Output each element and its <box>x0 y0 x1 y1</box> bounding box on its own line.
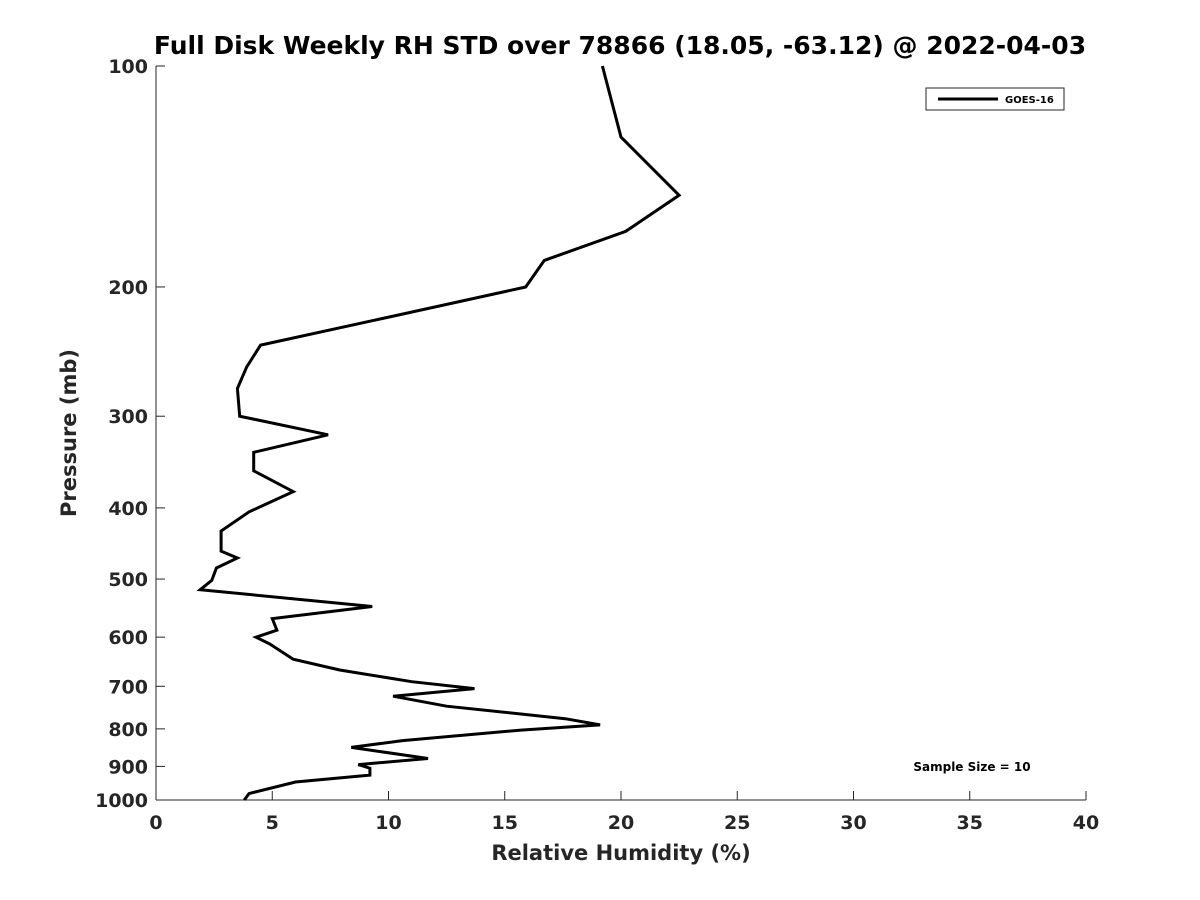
y-tick-label: 200 <box>108 277 148 299</box>
y-tick-label: 300 <box>108 406 148 428</box>
x-tick-label: 15 <box>492 812 518 834</box>
y-tick-label: 700 <box>108 676 148 698</box>
chart-title: Full Disk Weekly RH STD over 78866 (18.0… <box>154 31 1086 60</box>
x-tick-label: 25 <box>724 812 750 834</box>
x-ticks: 0 5 10 15 20 25 30 35 40 <box>149 791 1099 834</box>
y-tick-label: 100 <box>108 56 148 78</box>
legend: GOES-16 <box>925 87 1065 111</box>
y-tick-label: 1000 <box>95 790 148 812</box>
y-tick-label: 900 <box>108 756 148 778</box>
series-line-goes-16 <box>196 65 682 801</box>
series-layer <box>196 65 682 801</box>
x-tick-label: 10 <box>375 812 401 834</box>
y-tick-label: 400 <box>108 498 148 520</box>
y-tick-label: 600 <box>108 627 148 649</box>
plot-area <box>155 66 1086 801</box>
sample-size-annotation: Sample Size = 10 <box>913 760 1030 774</box>
y-tick-label: 500 <box>108 569 148 591</box>
y-axis-label: Pressure (mb) <box>57 349 81 517</box>
x-tick-label: 0 <box>149 812 162 834</box>
y-tick-label: 800 <box>108 719 148 741</box>
x-axis-label: Relative Humidity (%) <box>491 841 750 865</box>
x-tick-label: 40 <box>1073 812 1099 834</box>
y-ticks: 100 200 300 400 500 600 700 800 900 1000 <box>95 56 165 812</box>
x-tick-label: 35 <box>957 812 983 834</box>
x-tick-label: 30 <box>840 812 866 834</box>
x-tick-label: 20 <box>608 812 634 834</box>
x-tick-label: 5 <box>266 812 279 834</box>
legend-label-goes-16: GOES-16 <box>1005 95 1054 106</box>
